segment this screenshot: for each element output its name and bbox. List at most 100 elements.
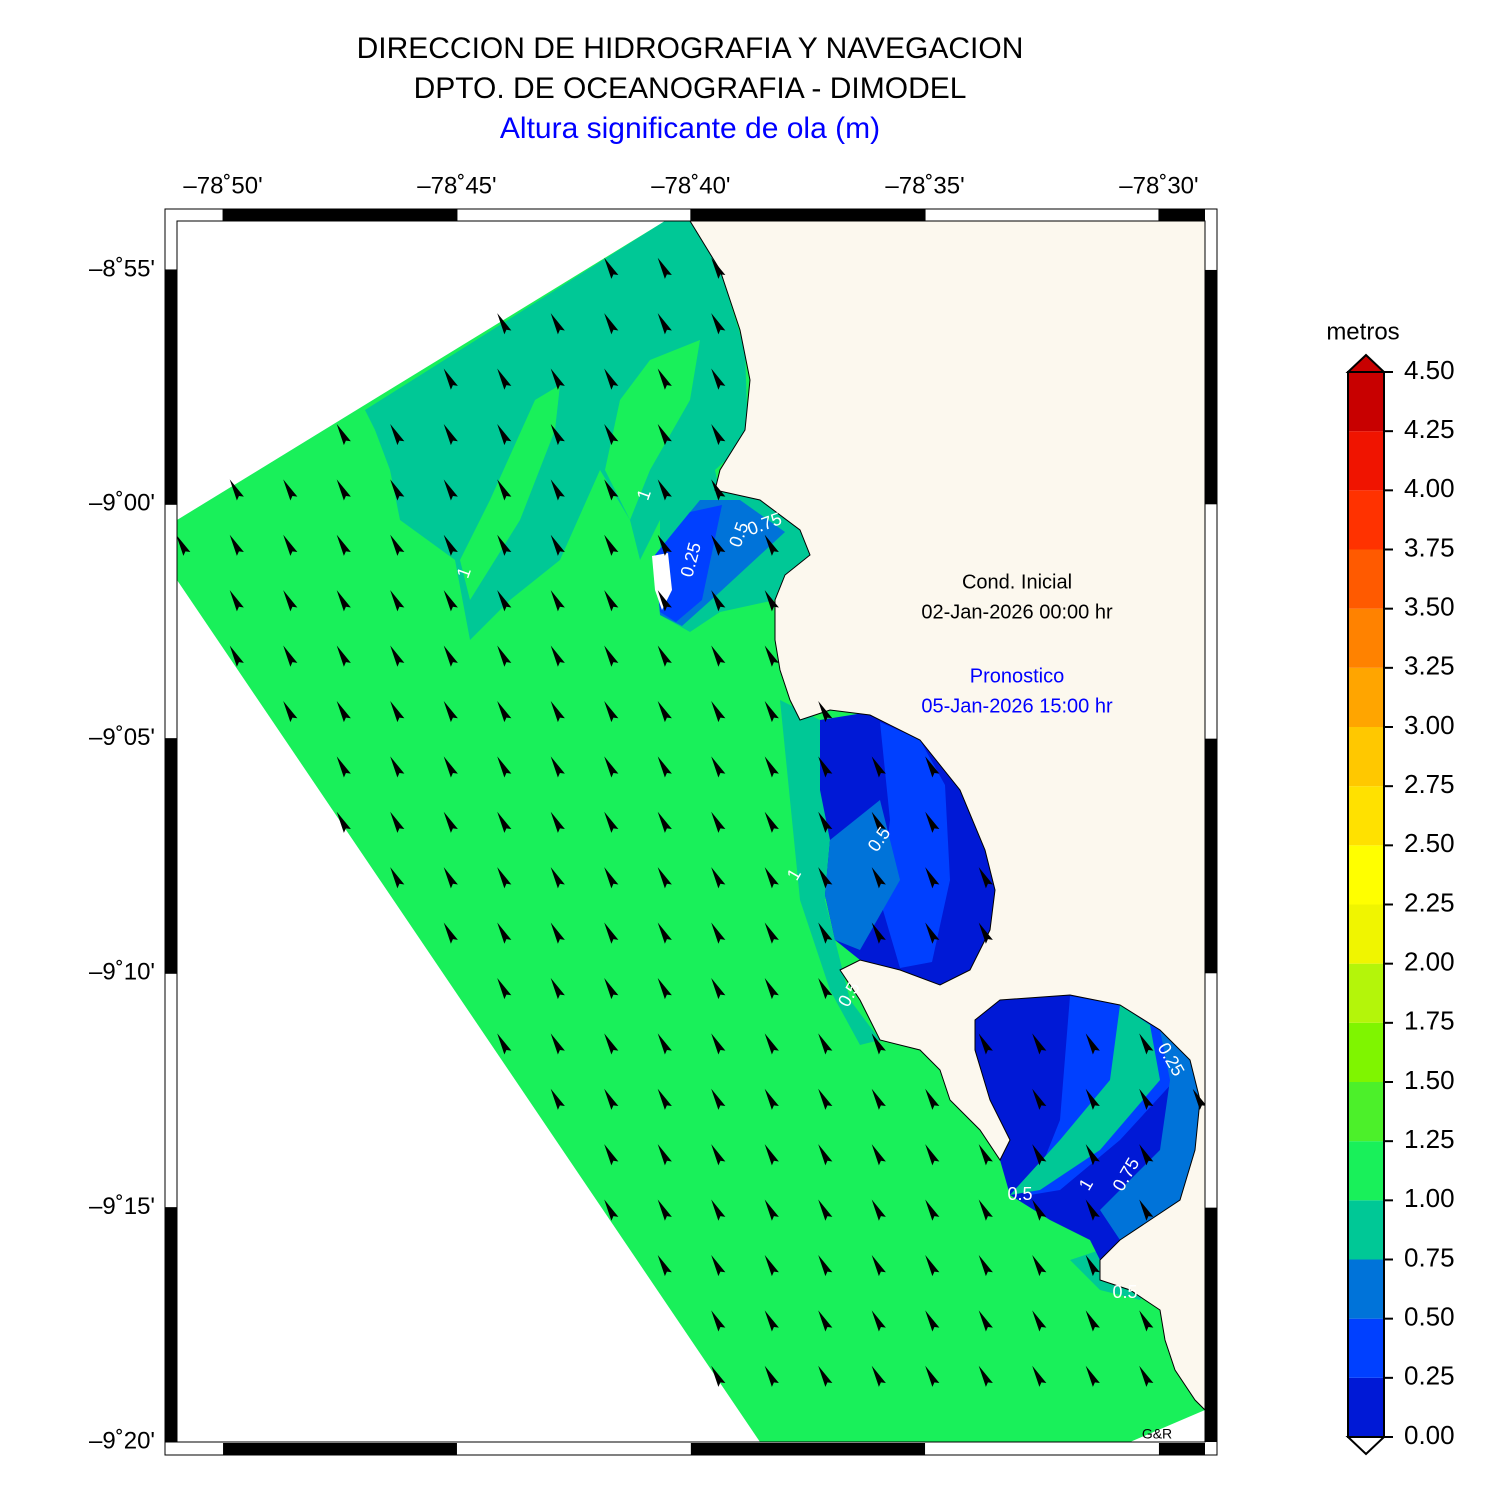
contour-label: 0.5 xyxy=(1112,1282,1137,1302)
wave-arrow xyxy=(978,1033,993,1055)
wave-arrow xyxy=(443,368,458,390)
wave-arrow xyxy=(657,700,672,723)
colorbar-tick-label: 2.00 xyxy=(1404,947,1455,977)
wave-arrow xyxy=(764,1033,779,1055)
wave-arrow xyxy=(818,1144,833,1166)
wave-arrow xyxy=(764,590,779,612)
wave-arrow xyxy=(336,756,351,778)
wave-arrow xyxy=(1085,1199,1100,1221)
wave-arrow xyxy=(978,1254,993,1277)
colorbar-swatch xyxy=(1348,667,1384,727)
colorbar-label: metros xyxy=(1326,318,1399,345)
wave-arrow xyxy=(764,534,779,556)
initial-label: Cond. Inicial xyxy=(962,571,1072,593)
zone-0-75 xyxy=(365,221,748,640)
wave-arrow xyxy=(229,590,244,612)
wave-arrow xyxy=(336,811,351,833)
wave-arrow xyxy=(818,700,833,723)
wave-arrow xyxy=(978,922,993,944)
lon-tick-label: –78˚35' xyxy=(885,172,964,199)
wave-arrow xyxy=(925,1088,940,1110)
colorbar-tick-label: 1.50 xyxy=(1404,1065,1455,1095)
wave-arrow xyxy=(871,1088,886,1110)
wave-arrow xyxy=(1032,1254,1047,1277)
frame-bar xyxy=(690,1443,926,1455)
wave-arrow xyxy=(764,1088,779,1110)
wave-arrow xyxy=(711,1254,726,1277)
lon-tick-label: –78˚40' xyxy=(651,172,730,199)
wave-arrow xyxy=(711,423,726,446)
wave-arrow xyxy=(336,645,351,667)
wave-arrow xyxy=(711,1088,726,1110)
wave-arrow xyxy=(657,257,672,279)
wave-arrow xyxy=(550,590,565,612)
wave-arrow xyxy=(336,423,351,446)
subtitle: DPTO. DE OCEANOGRAFIA - DIMODEL xyxy=(414,72,967,105)
wave-arrow xyxy=(711,1310,726,1332)
wave-arrow xyxy=(497,313,512,335)
wave-arrow xyxy=(283,534,298,556)
colorbar-swatch xyxy=(1348,372,1384,432)
wave-arrow xyxy=(443,590,458,612)
lon-tick-label: –78˚30' xyxy=(1119,172,1198,199)
forecast-label: Pronostico xyxy=(970,665,1065,687)
wave-arrow xyxy=(229,534,244,556)
wave-arrow xyxy=(550,479,565,501)
wave-arrow xyxy=(818,1033,833,1055)
wave-arrow xyxy=(764,1199,779,1221)
wave-arrow xyxy=(604,534,619,556)
lon-tick-label: –78˚45' xyxy=(417,172,496,199)
frame-bar xyxy=(165,269,177,505)
wave-arrow xyxy=(443,867,458,889)
frame-bar xyxy=(1158,209,1205,221)
wave-arrow xyxy=(978,867,993,889)
wave-arrow xyxy=(871,1144,886,1166)
wave-arrow xyxy=(390,756,405,778)
initial-time: 02-Jan-2026 00:00 hr xyxy=(921,601,1113,623)
colorbar-swatch xyxy=(1348,1082,1384,1142)
wave-arrow xyxy=(657,977,672,1000)
wave-arrow xyxy=(657,867,672,889)
wave-arrow xyxy=(925,1254,940,1277)
wave-arrow xyxy=(711,756,726,778)
wave-arrow xyxy=(604,1088,619,1110)
colorbar-swatch xyxy=(1348,904,1384,964)
wave-arrow xyxy=(978,1144,993,1166)
colorbar-tick-label: 0.00 xyxy=(1404,1420,1455,1450)
wave-arrow xyxy=(604,645,619,667)
wave-arrow xyxy=(871,1033,886,1055)
wave-arrow xyxy=(604,811,619,833)
wave-arrow xyxy=(711,590,726,612)
wave-arrow xyxy=(978,1310,993,1332)
frame-bar xyxy=(1205,738,1217,974)
colorbar-tick-label: 2.25 xyxy=(1404,887,1455,917)
contour-label: 0.5 xyxy=(1007,1184,1032,1204)
wave-arrow xyxy=(283,645,298,667)
colorbar-tick-label: 0.50 xyxy=(1404,1302,1455,1332)
wave-arrow xyxy=(443,645,458,667)
zone-0-25 xyxy=(880,722,1175,1195)
wave-arrow xyxy=(336,534,351,556)
wave-arrow xyxy=(711,922,726,944)
wave-arrow xyxy=(604,756,619,778)
colorbar-tick-label: 4.25 xyxy=(1404,414,1455,444)
wave-arrow xyxy=(711,1199,726,1221)
wave-arrow xyxy=(711,1144,726,1166)
wave-arrow xyxy=(443,700,458,723)
wave-arrow xyxy=(711,867,726,889)
variable-title: Altura significante de ola (m) xyxy=(500,112,880,145)
wave-arrow xyxy=(390,867,405,889)
wave-arrow xyxy=(657,590,672,612)
wave-arrow xyxy=(1085,1254,1100,1277)
wave-arrow xyxy=(390,423,405,446)
wave-arrow xyxy=(1139,1088,1154,1110)
lat-tick-label: –9˚05' xyxy=(89,724,155,751)
lat-tick-label: –9˚00' xyxy=(89,490,155,517)
wave-arrow xyxy=(1032,1144,1047,1166)
wave-arrow xyxy=(871,922,886,944)
colorbar-swatch xyxy=(1348,608,1384,668)
wave-arrow xyxy=(604,313,619,335)
wave-arrow xyxy=(550,645,565,667)
wave-arrow xyxy=(711,1365,726,1387)
wave-arrow xyxy=(497,922,512,944)
